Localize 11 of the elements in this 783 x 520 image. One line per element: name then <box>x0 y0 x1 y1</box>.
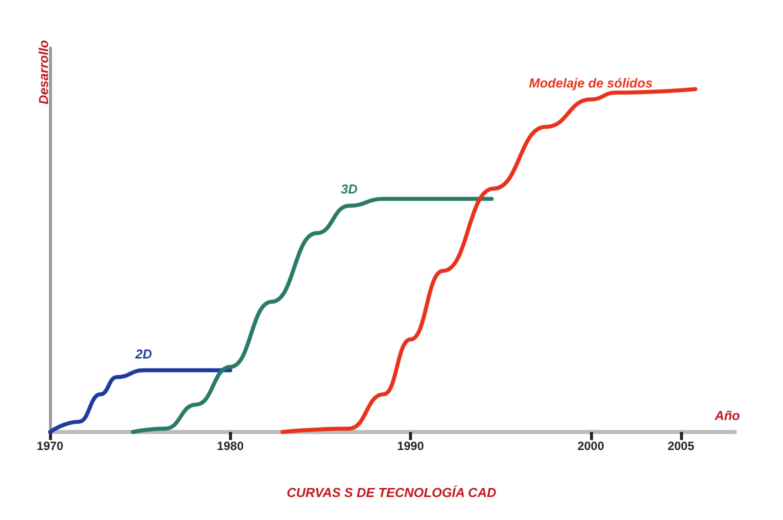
series-label: Modelaje de sólidos <box>529 75 653 90</box>
x-tick-label: 2000 <box>577 439 604 453</box>
series-label: 2D <box>134 346 153 362</box>
series-label: 3D <box>340 182 358 197</box>
x-axis-title: Año <box>714 408 740 423</box>
text: CURVAS S DE TECNOLOGÍA CAD <box>286 485 497 500</box>
x-tick-label: 1970 <box>36 439 64 453</box>
x-tick-label: 1990 <box>397 439 424 453</box>
y-axis-title: Desarrollo <box>36 40 51 104</box>
x-tick-label: 2005 <box>668 439 695 453</box>
x-tick-label: 1980 <box>216 439 244 453</box>
